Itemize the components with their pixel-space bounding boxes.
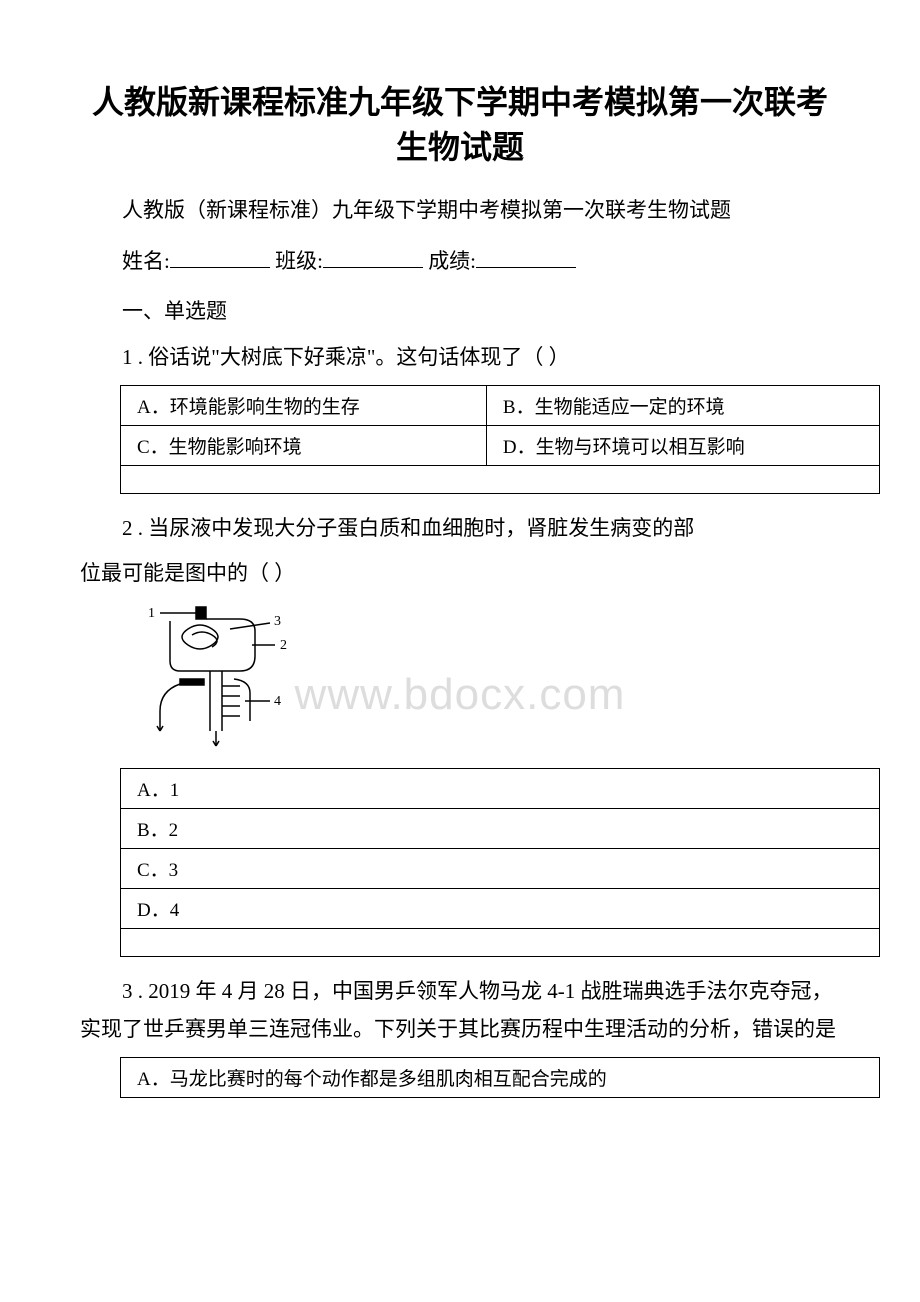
main-title: 人教版新课程标准九年级下学期中考模拟第一次联考生物试题 xyxy=(80,80,840,170)
option-b: B．生物能适应一定的环境 xyxy=(486,385,879,425)
table-row: D．4 xyxy=(121,889,880,929)
name-label: 姓名: xyxy=(122,249,170,273)
option-a: A．环境能影响生物的生存 xyxy=(121,385,487,425)
option-c: C．3 xyxy=(121,849,880,889)
student-info-line: 姓名: 班级: 成绩: xyxy=(80,243,840,281)
document-content: 人教版新课程标准九年级下学期中考模拟第一次联考生物试题 人教版（新课程标准）九年… xyxy=(80,80,840,1098)
name-field xyxy=(170,247,270,268)
diagram-label-1: 1 xyxy=(148,606,155,621)
empty-cell xyxy=(121,465,880,493)
diagram-label-3: 3 xyxy=(274,614,281,629)
option-c: C．生物能影响环境 xyxy=(121,425,487,465)
question-3-text: 3 . 2019 年 4 月 28 日，中国男乒领军人物马龙 4-1 战胜瑞典选… xyxy=(80,973,840,1049)
question-2-text-line1: 2 . 当尿液中发现大分子蛋白质和血细胞时，肾脏发生病变的部 xyxy=(80,510,840,548)
subtitle: 人教版（新课程标准）九年级下学期中考模拟第一次联考生物试题 xyxy=(80,194,840,228)
diagram-label-2: 2 xyxy=(280,638,287,653)
table-row: C．3 xyxy=(121,849,880,889)
score-label: 成绩: xyxy=(428,249,476,273)
table-row xyxy=(121,465,880,493)
question-2-text-line2: 位最可能是图中的（ ） xyxy=(80,555,840,593)
score-field xyxy=(476,247,576,268)
table-row: A．马龙比赛时的每个动作都是多组肌肉相互配合完成的 xyxy=(121,1057,880,1097)
table-row: B．2 xyxy=(121,809,880,849)
kidney-diagram: 1 3 2 4 xyxy=(140,601,840,756)
question-2-options-table: A．1 B．2 C．3 D．4 xyxy=(120,768,880,957)
table-row xyxy=(121,929,880,957)
option-d: D．生物与环境可以相互影响 xyxy=(486,425,879,465)
option-a: A．马龙比赛时的每个动作都是多组肌肉相互配合完成的 xyxy=(121,1057,880,1097)
table-row: A．1 xyxy=(121,769,880,809)
class-label: 班级: xyxy=(275,249,323,273)
question-1-text: 1 . 俗话说"大树底下好乘凉"。这句话体现了（ ） xyxy=(80,339,840,377)
table-row: C．生物能影响环境 D．生物与环境可以相互影响 xyxy=(121,425,880,465)
empty-cell xyxy=(121,929,880,957)
option-a: A．1 xyxy=(121,769,880,809)
option-d: D．4 xyxy=(121,889,880,929)
question-1-options-table: A．环境能影响生物的生存 B．生物能适应一定的环境 C．生物能影响环境 D．生物… xyxy=(120,385,880,494)
table-row: A．环境能影响生物的生存 B．生物能适应一定的环境 xyxy=(121,385,880,425)
section-heading: 一、单选题 xyxy=(80,293,840,331)
option-b: B．2 xyxy=(121,809,880,849)
class-field xyxy=(323,247,423,268)
diagram-label-4: 4 xyxy=(274,694,281,709)
question-3-options-table: A．马龙比赛时的每个动作都是多组肌肉相互配合完成的 xyxy=(120,1057,880,1098)
